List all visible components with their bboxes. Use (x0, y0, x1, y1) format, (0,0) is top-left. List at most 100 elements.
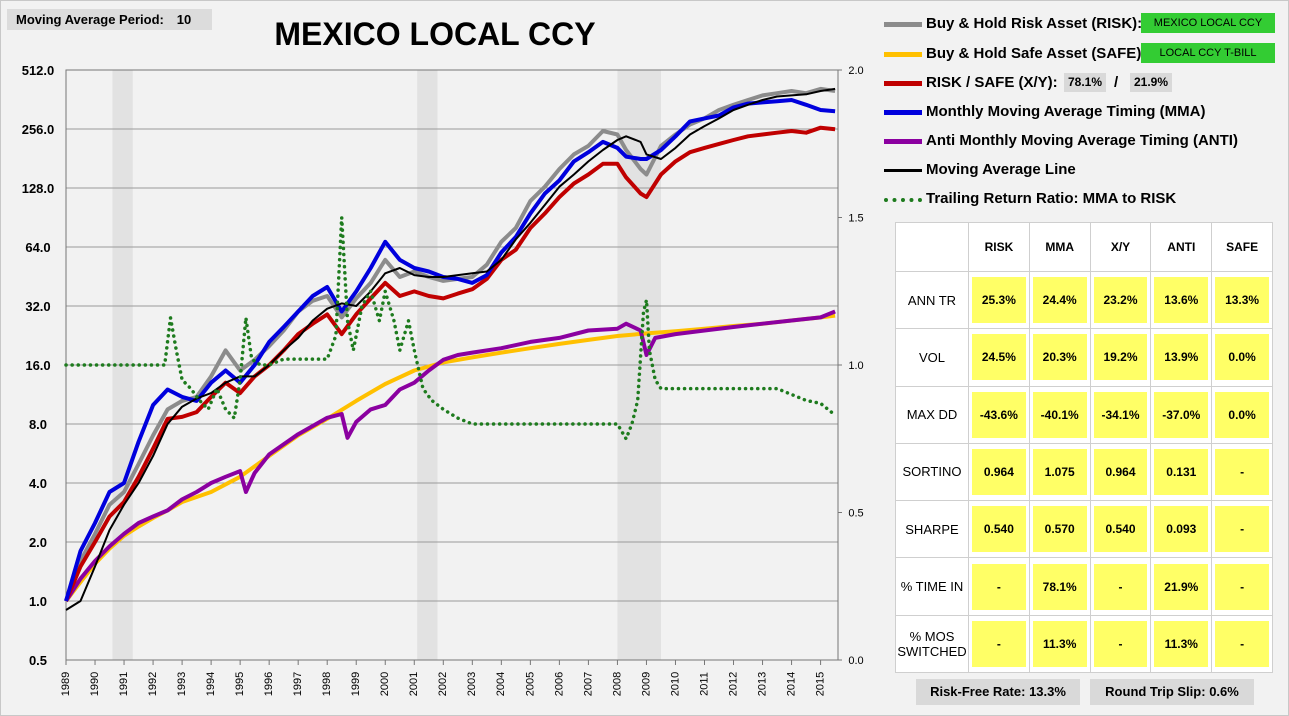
param-value: 10 (176, 12, 192, 27)
x-tick-label: 2008 (611, 672, 623, 696)
x-tick-label: 2014 (785, 672, 797, 696)
stats-value: 24.5% (972, 334, 1026, 381)
stats-cell: -40.1% (1028, 385, 1091, 444)
safe-swatch (884, 52, 922, 57)
left-tick-label: 32.0 (25, 299, 50, 314)
stats-row-label: % TIME IN (895, 557, 969, 616)
stats-cell: 0.540 (1089, 500, 1152, 559)
x-tick-label: 2006 (553, 672, 565, 696)
x-tick-label: 2007 (582, 672, 594, 696)
stats-value: 0.570 (1032, 506, 1087, 553)
stats-cell: -37.0% (1150, 385, 1213, 444)
chart-svg: 512.0 256.0 128.0 64.0 32.0 16.0 8.0 4.0 2.0 1.0 0… (22, 63, 864, 696)
stats-value: 13.9% (1154, 334, 1209, 381)
left-tick-label: 256.0 (22, 122, 55, 137)
stats-value: - (1093, 563, 1148, 610)
rf-value: 13.3% (1029, 684, 1066, 699)
x-tick-label: 2011 (698, 672, 710, 696)
left-tick-label: 2.0 (29, 535, 47, 550)
stats-cell: 0.0% (1211, 328, 1273, 387)
stats-cell: - (1211, 614, 1273, 674)
stats-value: -40.1% (1032, 391, 1087, 438)
stats-cell: 11.3% (1150, 614, 1213, 674)
stats-cell: 13.6% (1150, 270, 1213, 330)
risk-legend-label: Buy & Hold Risk Asset (RISK): (926, 15, 1143, 32)
xy-swatch (884, 81, 922, 86)
stats-value: 0.0% (1215, 391, 1269, 438)
stats-cell: 25.3% (968, 270, 1030, 330)
legend-mma: Monthly Moving Average Timing (MMA) (884, 100, 1284, 122)
stats-value: 11.3% (1154, 620, 1209, 667)
stats-cell: - (1089, 614, 1152, 674)
left-tick-label: 0.5 (29, 653, 47, 668)
legend-xy: RISK / SAFE (X/Y): 78.1% / 21.9% (884, 71, 1284, 93)
stats-cell: - (968, 614, 1030, 674)
stats-value: 1.075 (1032, 448, 1087, 495)
x-tick-label: 2003 (466, 672, 478, 696)
stats-cell: - (1211, 442, 1273, 502)
stats-cell: 0.540 (968, 500, 1030, 559)
stats-cell: 24.4% (1028, 270, 1091, 330)
chart-title: MEXICO LOCAL CCY (274, 16, 596, 52)
stats-row-label: MAX DD (895, 385, 969, 444)
stats-value: 0.540 (1093, 506, 1148, 553)
stats-cell: 20.3% (1028, 328, 1091, 387)
stats-value: 0.0% (1215, 334, 1269, 381)
x-tick-label: 2015 (814, 672, 826, 696)
safe-asset-tag: LOCAL CCY T-BILL (1141, 43, 1275, 63)
stats-row: VOL 24.5% 20.3% 19.2% 13.9% 0.0% (895, 328, 1273, 387)
x-tick-label: 2009 (640, 672, 652, 696)
stats-row: % TIME IN -78.1% -21.9% - (895, 557, 1273, 616)
x-tick-label: 1997 (292, 672, 304, 696)
x-tick-label: 2002 (437, 672, 449, 696)
stats-value: 24.4% (1032, 277, 1087, 324)
param-label: Moving Average Period: (16, 12, 164, 27)
stats-value: 0.964 (972, 448, 1026, 495)
left-tick-label: 16.0 (25, 358, 50, 373)
stats-value: 13.3% (1215, 277, 1269, 324)
stats-cell: 78.1% (1028, 557, 1091, 616)
mma-series-line (64, 98, 836, 602)
mma-swatch (884, 110, 922, 115)
risk-free-rate: Risk-Free Rate: 13.3% (916, 679, 1080, 705)
x-tick-label: 1999 (350, 672, 362, 696)
moving-average-period-box: Moving Average Period: 10 (7, 9, 212, 30)
col-header: MMA (1028, 222, 1091, 272)
xy-series-line (64, 125, 836, 602)
legend-risk: Buy & Hold Risk Asset (RISK): MEXICO LOC… (884, 12, 1284, 34)
legend-ma: Moving Average Line (884, 158, 1284, 180)
stats-value: -37.0% (1154, 391, 1209, 438)
anti-swatch (884, 139, 922, 144)
stats-cell: 13.9% (1150, 328, 1213, 387)
ma-series-line (65, 87, 836, 611)
stats-value: - (1215, 448, 1269, 495)
stats-cell: 0.964 (968, 442, 1030, 502)
x-tick-label: 1994 (205, 672, 217, 696)
risk-series-line (64, 86, 836, 602)
left-axis-ticks: 512.0 256.0 128.0 64.0 32.0 16.0 8.0 4.0 2.0 1.0 0… (22, 63, 55, 668)
x-tick-label: 1992 (147, 672, 159, 696)
stats-table: RISK MMA X/Y ANTI SAFE ANN TR 25.3% 24.4% 2… (895, 222, 1273, 674)
stats-row: % MOS SWITCHED -11.3% -11.3% - (895, 614, 1273, 674)
anti-series-line (64, 309, 836, 603)
left-tick-label: 128.0 (22, 181, 55, 196)
stats-value: 78.1% (1032, 563, 1087, 610)
stats-cell: 0.131 (1150, 442, 1213, 502)
stats-row: MAX DD -43.6% -40.1% -34.1% -37.0% 0.0% (895, 385, 1273, 444)
x-tick-label: 1993 (176, 672, 188, 696)
safe-legend-label: Buy & Hold Safe Asset (SAFE): (926, 45, 1147, 62)
x-tick-label: 2005 (524, 672, 536, 696)
x-axis-ticks: 1989 1990 1991 1992 1993 1994 1995 1996 1997 1998… (60, 660, 826, 696)
x-tick-label: 1995 (234, 672, 246, 696)
stats-cell: 21.9% (1150, 557, 1213, 616)
series-lines (64, 86, 837, 611)
slip-label: Round Trip Slip: (1105, 684, 1206, 699)
stats-row: SHARPE 0.540 0.570 0.540 0.093- (895, 500, 1273, 559)
stats-cell: -43.6% (968, 385, 1030, 444)
trr-series-line (64, 215, 837, 441)
stats-value: 11.3% (1032, 620, 1087, 667)
stats-cell: - (1089, 557, 1152, 616)
legend-safe: Buy & Hold Safe Asset (SAFE): LOCAL CCY … (884, 42, 1284, 64)
right-tick-label: 2.0 (848, 65, 863, 77)
stats-row-label: ANN TR (895, 270, 969, 330)
